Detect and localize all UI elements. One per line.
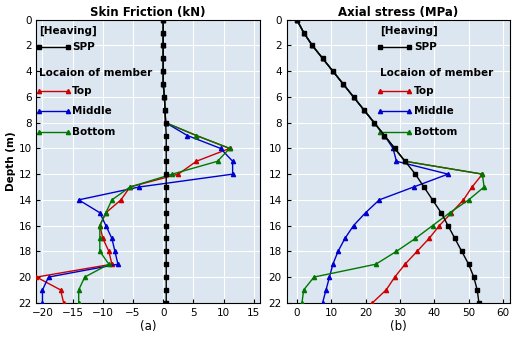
X-axis label: (b): (b) <box>390 320 407 334</box>
Text: Locaion of member: Locaion of member <box>39 68 152 78</box>
Title: Axial stress (MPa): Axial stress (MPa) <box>338 5 458 19</box>
Text: Bottom: Bottom <box>414 126 457 137</box>
Text: Locaion of member: Locaion of member <box>381 68 494 78</box>
Text: Middle: Middle <box>414 106 454 116</box>
Text: Bottom: Bottom <box>72 126 115 137</box>
Title: Skin Friction (kN): Skin Friction (kN) <box>90 5 206 19</box>
X-axis label: (a): (a) <box>140 320 157 334</box>
Text: [Heaving]: [Heaving] <box>381 25 438 36</box>
Y-axis label: Depth (m): Depth (m) <box>6 132 16 191</box>
Text: Middle: Middle <box>72 106 112 116</box>
Text: [Heaving]: [Heaving] <box>39 25 97 36</box>
Text: Top: Top <box>72 86 93 96</box>
Text: Top: Top <box>414 86 434 96</box>
Text: SPP: SPP <box>72 42 95 52</box>
Text: SPP: SPP <box>414 42 436 52</box>
